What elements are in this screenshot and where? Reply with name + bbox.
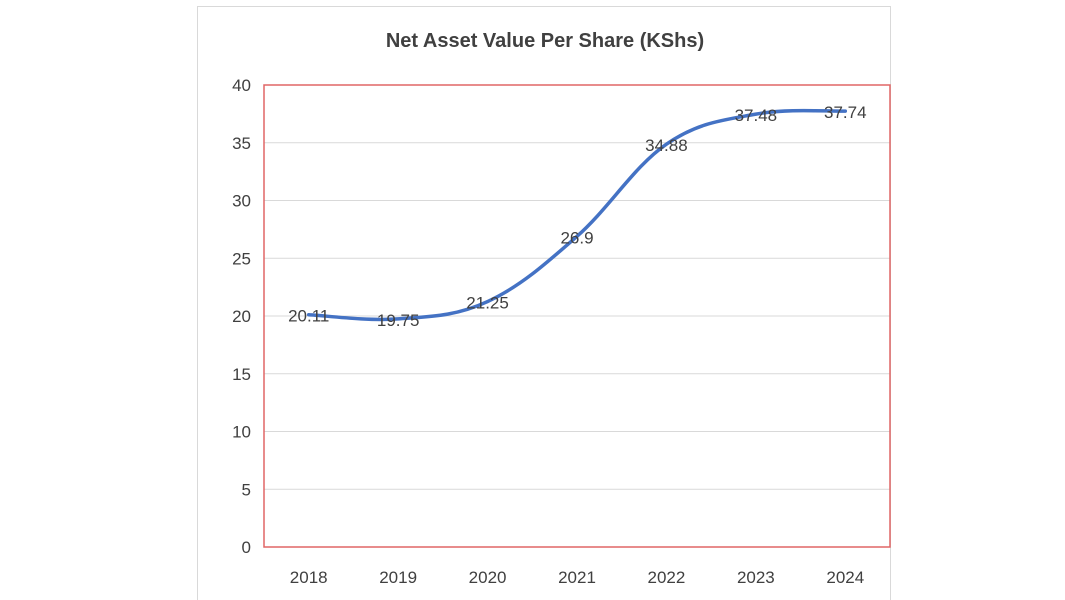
data-labels: 20.11 19.75 21.25 26.9 34.88 37.48 37.74 bbox=[288, 103, 866, 330]
x-tick-label: 2022 bbox=[648, 568, 686, 587]
y-tick-label: 25 bbox=[232, 249, 251, 268]
data-point bbox=[307, 313, 311, 317]
data-point bbox=[664, 142, 668, 146]
data-point bbox=[486, 300, 490, 304]
data-label: 21.25 bbox=[466, 294, 509, 313]
x-axis-ticks: 2018 2019 2020 2021 2022 2023 2024 bbox=[290, 568, 864, 587]
y-tick-label: 30 bbox=[232, 192, 251, 211]
x-tick-label: 2020 bbox=[469, 568, 507, 587]
data-label: 37.74 bbox=[824, 103, 867, 122]
y-axis-ticks: 0 5 10 15 20 25 30 35 40 bbox=[232, 76, 251, 557]
series-line bbox=[306, 108, 848, 322]
data-point bbox=[396, 317, 400, 321]
data-point bbox=[575, 234, 579, 238]
data-label: 37.48 bbox=[735, 106, 778, 125]
chart-container: Net Asset Value Per Share (KShs) 0 5 10 15 2… bbox=[197, 6, 891, 600]
y-tick-label: 20 bbox=[232, 307, 251, 326]
chart-title: Net Asset Value Per Share (KShs) bbox=[386, 30, 704, 52]
x-tick-label: 2019 bbox=[379, 568, 417, 587]
y-tick-label: 35 bbox=[232, 134, 251, 153]
y-tick-label: 5 bbox=[242, 480, 251, 499]
x-tick-label: 2024 bbox=[826, 568, 864, 587]
x-tick-label: 2021 bbox=[558, 568, 596, 587]
data-label: 19.75 bbox=[377, 311, 420, 330]
data-series bbox=[306, 108, 848, 322]
y-tick-label: 0 bbox=[242, 538, 251, 557]
data-label: 20.11 bbox=[288, 307, 329, 326]
x-tick-label: 2023 bbox=[737, 568, 775, 587]
data-point bbox=[843, 109, 847, 113]
data-label: 34.88 bbox=[645, 136, 688, 155]
x-tick-label: 2018 bbox=[290, 568, 328, 587]
data-label: 26.9 bbox=[560, 228, 593, 247]
gridlines bbox=[264, 84, 890, 548]
line-chart: Net Asset Value Per Share (KShs) 0 5 10 15 2… bbox=[232, 30, 891, 587]
y-tick-label: 10 bbox=[232, 423, 251, 442]
data-point bbox=[754, 112, 758, 116]
y-tick-label: 40 bbox=[232, 76, 251, 95]
y-tick-label: 15 bbox=[232, 365, 251, 384]
plot-area-border bbox=[263, 84, 891, 548]
